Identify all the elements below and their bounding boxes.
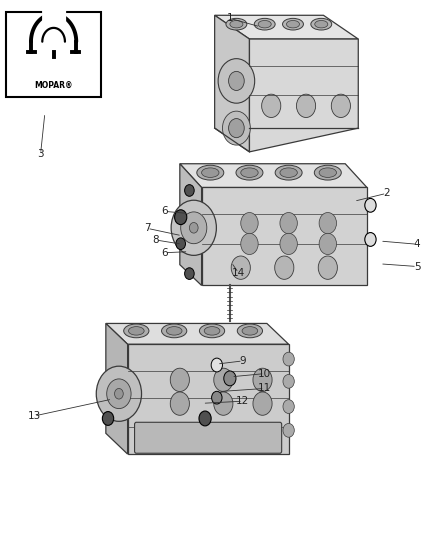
Circle shape — [218, 59, 254, 103]
Text: 14: 14 — [232, 268, 245, 278]
Bar — [6, 12, 102, 97]
Ellipse shape — [230, 20, 243, 28]
Circle shape — [214, 392, 233, 415]
Circle shape — [283, 400, 294, 414]
Text: 12: 12 — [237, 396, 250, 406]
Circle shape — [331, 94, 350, 117]
Circle shape — [223, 111, 251, 145]
Ellipse shape — [280, 168, 297, 177]
Circle shape — [280, 213, 297, 234]
Circle shape — [283, 352, 294, 366]
Circle shape — [171, 200, 216, 255]
Circle shape — [261, 94, 281, 117]
Circle shape — [231, 256, 251, 279]
Circle shape — [185, 268, 194, 279]
Ellipse shape — [314, 165, 341, 180]
Text: 8: 8 — [152, 235, 159, 245]
Text: 9: 9 — [240, 356, 246, 366]
Ellipse shape — [242, 327, 258, 335]
Text: MOPAR®: MOPAR® — [34, 82, 73, 90]
Circle shape — [318, 256, 337, 279]
Polygon shape — [127, 344, 289, 454]
Circle shape — [170, 368, 189, 392]
Circle shape — [275, 256, 294, 279]
Ellipse shape — [166, 327, 182, 335]
Ellipse shape — [128, 327, 144, 335]
Circle shape — [115, 389, 123, 399]
Ellipse shape — [124, 324, 149, 338]
Circle shape — [96, 366, 141, 421]
Ellipse shape — [162, 324, 187, 338]
Circle shape — [365, 198, 376, 212]
Polygon shape — [106, 324, 127, 454]
Circle shape — [283, 375, 294, 388]
FancyBboxPatch shape — [134, 422, 282, 453]
Ellipse shape — [319, 168, 336, 177]
Circle shape — [253, 368, 272, 392]
Circle shape — [319, 213, 336, 234]
Circle shape — [176, 238, 185, 249]
Circle shape — [102, 411, 114, 425]
Ellipse shape — [315, 20, 328, 28]
Ellipse shape — [201, 168, 219, 177]
Circle shape — [224, 371, 236, 386]
Circle shape — [185, 184, 194, 196]
Ellipse shape — [286, 20, 300, 28]
Ellipse shape — [311, 18, 332, 30]
Ellipse shape — [204, 327, 220, 335]
Polygon shape — [180, 164, 201, 286]
Circle shape — [107, 379, 131, 409]
Text: 3: 3 — [37, 149, 44, 159]
Circle shape — [297, 94, 316, 117]
Ellipse shape — [275, 165, 302, 180]
Text: 13: 13 — [28, 411, 41, 421]
Polygon shape — [215, 15, 358, 39]
Text: 6: 6 — [161, 206, 168, 216]
Text: 1: 1 — [226, 13, 233, 23]
Ellipse shape — [258, 20, 271, 28]
Circle shape — [280, 233, 297, 255]
Ellipse shape — [241, 168, 258, 177]
Circle shape — [241, 213, 258, 234]
Ellipse shape — [199, 324, 225, 338]
Circle shape — [319, 233, 336, 255]
Circle shape — [253, 392, 272, 415]
Circle shape — [175, 210, 187, 224]
Circle shape — [365, 232, 376, 246]
Circle shape — [214, 368, 233, 392]
Text: 6: 6 — [161, 248, 168, 258]
Circle shape — [229, 118, 244, 138]
Ellipse shape — [236, 165, 263, 180]
Ellipse shape — [254, 18, 275, 30]
Circle shape — [241, 233, 258, 255]
Circle shape — [212, 391, 222, 404]
Ellipse shape — [197, 165, 224, 180]
Circle shape — [229, 71, 244, 91]
Circle shape — [199, 411, 211, 426]
Polygon shape — [250, 39, 358, 152]
Text: 7: 7 — [144, 223, 151, 233]
Text: 10: 10 — [258, 369, 271, 378]
Text: 11: 11 — [258, 383, 271, 393]
Ellipse shape — [226, 18, 247, 30]
Circle shape — [181, 212, 207, 244]
Text: 4: 4 — [414, 239, 420, 249]
Text: 2: 2 — [383, 188, 390, 198]
Ellipse shape — [237, 324, 262, 338]
Polygon shape — [215, 15, 250, 152]
Circle shape — [211, 358, 223, 372]
Circle shape — [189, 222, 198, 233]
Polygon shape — [106, 324, 289, 344]
Circle shape — [170, 392, 189, 415]
Polygon shape — [201, 188, 367, 286]
Circle shape — [283, 423, 294, 437]
Text: 5: 5 — [414, 262, 420, 271]
Ellipse shape — [283, 18, 304, 30]
Polygon shape — [180, 164, 367, 188]
